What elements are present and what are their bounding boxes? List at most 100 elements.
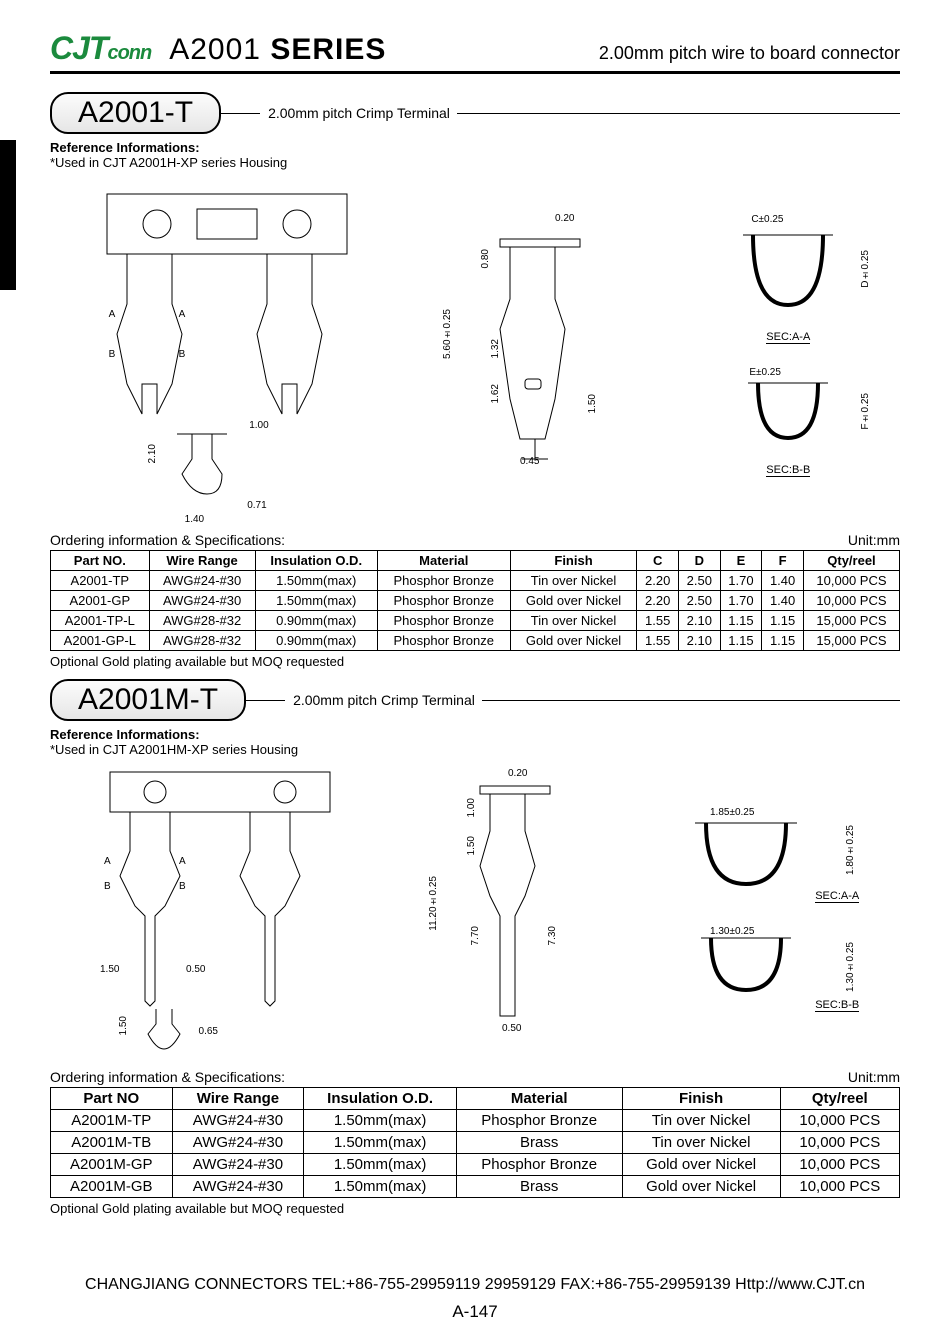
dim: 1.00 (249, 420, 268, 431)
table-cell: 1.50mm(max) (304, 1176, 456, 1198)
sec-bb-block: E±0.25 F±0.25 SEC:B-B (713, 373, 863, 478)
table-header-cell: Part NO. (51, 551, 150, 571)
badge-row-2: A2001M-T 2.00mm pitch Crimp Terminal (50, 679, 900, 721)
table-cell: Brass (456, 1176, 622, 1198)
dim: 0.20 (555, 213, 574, 224)
table-cell: 1.50mm(max) (255, 591, 377, 611)
table-cell: Phosphor Bronze (456, 1110, 622, 1132)
dim: 0.20 (508, 768, 527, 779)
order-title-1: Ordering information & Specifications: (50, 532, 285, 548)
dim: 1.50 (118, 1016, 129, 1035)
table-cell: A2001M-TB (51, 1132, 173, 1154)
dim: 0.80 (480, 249, 491, 268)
table-cell: AWG#24-#30 (172, 1176, 304, 1198)
table-cell: AWG#24-#30 (172, 1132, 304, 1154)
label-B: B (109, 349, 116, 360)
table-cell: Gold over Nickel (622, 1176, 780, 1198)
table-row: A2001-TP-LAWG#28-#320.90mm(max)Phosphor … (51, 611, 900, 631)
dim: 0.45 (520, 456, 539, 467)
table-header-cell: Material (456, 1088, 622, 1110)
footer-contact: CHANGJIANG CONNECTORS TEL:+86-755-299591… (50, 1276, 900, 1294)
part-badge-2: A2001M-T (50, 679, 246, 721)
table-header-cell: Qty/reel (780, 1088, 899, 1110)
ref-note-2: *Used in CJT A2001HM-XP series Housing (50, 742, 900, 757)
dim: 1.32 (490, 339, 501, 358)
table-row: A2001-GPAWG#24-#301.50mm(max)Phosphor Br… (51, 591, 900, 611)
badge-desc-1: 2.00mm pitch Crimp Terminal (268, 105, 450, 121)
table-cell: Phosphor Bronze (377, 611, 510, 631)
section-bb-icon (733, 373, 843, 453)
table-cell: 2.10 (679, 611, 721, 631)
table-cell: Tin over Nickel (510, 571, 637, 591)
table-header-cell: Material (377, 551, 510, 571)
dim: 1.40 (185, 514, 204, 525)
table-header-cell: Qty/reel (803, 551, 899, 571)
table-cell: Tin over Nickel (622, 1132, 780, 1154)
order-title-2: Ordering information & Specifications: (50, 1069, 285, 1085)
diagram-area-1: A A B B 1.00 2.10 0.71 1.40 0.20 0.80 5.… (50, 174, 900, 524)
drawing-mid-1: 0.20 0.80 5.60±0.25 1.32 1.62 0.45 1.50 (440, 219, 640, 479)
table-cell: 1.15 (720, 631, 762, 651)
terminal-outline-icon (90, 766, 350, 1056)
sec-aa-block: 1.85±0.25 1.80±0.25 SEC:A-A (680, 809, 860, 904)
table-cell: Tin over Nickel (622, 1110, 780, 1132)
dim: C±0.25 (751, 214, 783, 225)
page-number: A-147 (50, 1302, 900, 1322)
series-word: SERIES (270, 33, 386, 66)
dim: E±0.25 (749, 367, 781, 378)
table-cell: A2001M-GB (51, 1176, 173, 1198)
table-cell: A2001M-GP (51, 1154, 173, 1176)
label-A: A (104, 856, 111, 867)
table-cell: AWG#24-#30 (149, 591, 255, 611)
logo-main: CJT (50, 30, 107, 66)
opt-note-2: Optional Gold plating available but MOQ … (50, 1201, 900, 1216)
table-cell: AWG#24-#30 (172, 1154, 304, 1176)
dim: 1.30±0.25 (710, 926, 754, 937)
table-cell: Gold over Nickel (510, 591, 637, 611)
table-header-cell: Wire Range (149, 551, 255, 571)
unit-1: Unit:mm (848, 532, 900, 548)
dim: 0.65 (199, 1026, 218, 1037)
side-tab (0, 140, 16, 290)
label-A: A (179, 309, 186, 320)
table-header-cell: F (762, 551, 804, 571)
divider (482, 700, 900, 701)
table-cell: 1.50mm(max) (304, 1154, 456, 1176)
sec-bb-label: SEC:B-B (815, 999, 859, 1012)
side-profile-icon (430, 776, 600, 1046)
brand-logo: CJTconn (50, 30, 151, 67)
drawing-left-2: A A B B 1.50 0.50 0.65 1.50 (90, 766, 350, 1056)
dim: 0.50 (502, 1023, 521, 1034)
label-B: B (179, 349, 186, 360)
section-aa-icon (733, 220, 843, 320)
table-cell: A2001-TP (51, 571, 150, 591)
table-cell: 2.20 (637, 571, 679, 591)
sec-bb-block: 1.30±0.25 1.30±0.25 SEC:B-B (680, 928, 860, 1013)
table-cell: AWG#28-#32 (149, 631, 255, 651)
table-cell: 1.50mm(max) (255, 571, 377, 591)
table-cell: A2001-GP-L (51, 631, 150, 651)
table-cell: 1.55 (637, 631, 679, 651)
detail-icon (134, 1004, 194, 1054)
page-header: CJTconn A2001 SERIES 2.00mm pitch wire t… (50, 30, 900, 74)
sections-2: 1.85±0.25 1.80±0.25 SEC:A-A 1.30±0.25 1.… (680, 809, 860, 1013)
dim: 1.30±0.25 (845, 942, 856, 992)
table-row: A2001M-GBAWG#24-#301.50mm(max)BrassGold … (51, 1176, 900, 1198)
sec-bb-label: SEC:B-B (766, 464, 810, 477)
table-header-cell: C (637, 551, 679, 571)
table-cell: 1.15 (720, 611, 762, 631)
label-B: B (104, 881, 111, 892)
dim: 7.30 (547, 926, 558, 945)
table-cell: 1.40 (762, 591, 804, 611)
unit-2: Unit:mm (848, 1069, 900, 1085)
table-cell: 10,000 PCS (780, 1176, 899, 1198)
dim: 1.62 (490, 384, 501, 403)
table-cell: A2001M-TP (51, 1110, 173, 1132)
table-caption-2: Ordering information & Specifications: U… (50, 1069, 900, 1085)
drawing-mid-2: 0.20 1.00 1.50 11.20±0.25 7.70 7.30 0.50 (430, 776, 600, 1046)
series-title: A2001 SERIES (169, 33, 386, 67)
table-cell: 1.15 (762, 631, 804, 651)
opt-note-1: Optional Gold plating available but MOQ … (50, 654, 900, 669)
table-cell: 1.15 (762, 611, 804, 631)
table-cell: 1.40 (762, 571, 804, 591)
